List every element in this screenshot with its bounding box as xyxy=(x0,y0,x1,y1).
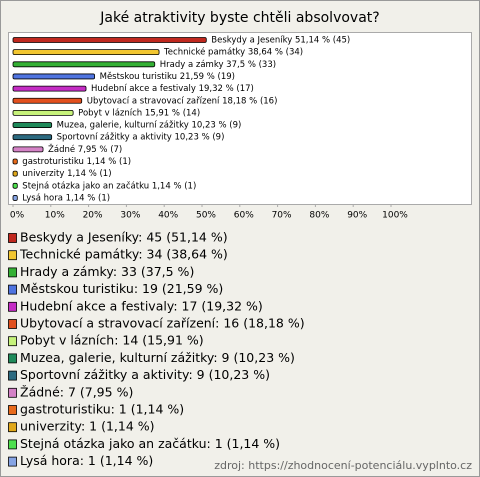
legend-label: Beskydy a Jeseníky: 45 (51,14 %) xyxy=(20,230,228,245)
x-tick-label: 30% xyxy=(120,211,140,221)
bar xyxy=(12,37,207,43)
bar xyxy=(12,182,18,189)
bar xyxy=(12,122,53,128)
legend-label: univerzity: 1 (1,14 %) xyxy=(20,419,155,434)
legend-label: Žádné: 7 (7,95 %) xyxy=(20,384,133,399)
data-label: Lysá hora 1,14 % (1) xyxy=(22,193,110,203)
x-tick-label: 50% xyxy=(196,211,216,221)
legend-swatch xyxy=(8,456,17,467)
legend-swatch xyxy=(8,353,17,364)
data-label: Pobyt v lázních 15,91 % (14) xyxy=(78,108,200,118)
data-label: Hudební akce a festivaly 19,32 % (17) xyxy=(91,84,254,94)
data-label: Technické památky 38,64 % (34) xyxy=(163,47,303,58)
x-tick-label: 0% xyxy=(10,211,25,221)
x-tick-label: 80% xyxy=(309,211,329,221)
data-label: Sportovní zážitky a aktivity 10,23 % (9) xyxy=(57,133,225,143)
data-label: univerzity 1,14 % (1) xyxy=(22,169,111,179)
legend-swatch xyxy=(8,284,17,295)
data-label: Hrady a zámky 37,5 % (33) xyxy=(160,60,276,70)
bar xyxy=(12,97,83,104)
legend-label: Hudební akce a festivaly: 17 (19,32 %) xyxy=(20,298,263,313)
x-tick-label: 100% xyxy=(382,211,408,221)
legend-label: Technické památky: 34 (38,64 %) xyxy=(19,247,228,262)
legend-label: gastroturistiku: 1 (1,14 %) xyxy=(20,402,184,417)
x-tick-label: 40% xyxy=(158,211,178,221)
data-label: Stejná otázka jako an začátku 1,14 % (1) xyxy=(22,180,196,191)
legend-label: Muzea, galerie, kulturní zážitky: 9 (10,… xyxy=(20,350,295,365)
legend-label: Městskou turistiku: 19 (21,59 %) xyxy=(20,281,223,296)
legend-swatch xyxy=(8,336,17,347)
bar xyxy=(12,146,44,153)
x-tick-label: 10% xyxy=(45,211,65,221)
legend-swatch xyxy=(8,387,17,398)
data-label: gastroturistiku 1,14 % (1) xyxy=(22,157,131,167)
legend-swatch xyxy=(8,439,17,450)
legend-label: Sportovní zážitky a aktivity: 9 (10,23 %… xyxy=(20,367,270,382)
bar xyxy=(12,170,18,177)
x-tick-label: 70% xyxy=(272,211,292,221)
bar xyxy=(12,134,53,141)
bar xyxy=(12,61,156,68)
data-label: Žádné 7,95 % (7) xyxy=(48,143,122,155)
bar xyxy=(12,49,160,56)
legend-swatch xyxy=(8,422,17,433)
legend-swatch xyxy=(8,233,17,243)
legend-swatch xyxy=(8,301,17,312)
legend-label: Ubytovací a stravovací zařízení: 16 (18,… xyxy=(20,316,305,331)
data-label: Ubytovací a stravovací zařízení 18,18 % … xyxy=(87,96,278,106)
legend-label: Stejná otázka jako an začátku: 1 (1,14 %… xyxy=(20,436,280,451)
bar xyxy=(12,195,18,201)
legend-swatch xyxy=(8,405,17,415)
legend-swatch xyxy=(8,250,17,261)
legend-label: Lysá hora: 1 (1,14 %) xyxy=(20,453,153,468)
legend-swatch xyxy=(8,370,17,381)
legend-swatch xyxy=(8,267,17,278)
bar xyxy=(12,110,74,116)
bar xyxy=(12,73,96,80)
data-label: Muzea, galerie, kulturní zážitky 10,23 %… xyxy=(57,121,242,131)
x-tick-label: 90% xyxy=(347,211,367,221)
source: zdroj: https://zhodnocení-potenciálu.vyp… xyxy=(214,459,472,472)
chart-title: Jaké atraktivity byste chtěli absolvovat… xyxy=(99,10,379,26)
plot-area xyxy=(8,32,472,205)
x-tick-label: 60% xyxy=(234,211,254,221)
bar xyxy=(12,85,87,92)
legend-label: Hrady a zámky: 33 (37,5 %) xyxy=(20,264,194,279)
x-tick-label: 20% xyxy=(83,211,103,221)
bar xyxy=(12,158,18,165)
legend-label: Pobyt v lázních: 14 (15,91 %) xyxy=(20,333,204,348)
data-label: Beskydy a Jeseníky 51,14 % (45) xyxy=(211,36,350,46)
legend-swatch xyxy=(8,319,17,329)
data-label: Městskou turistiku 21,59 % (19) xyxy=(100,72,235,82)
